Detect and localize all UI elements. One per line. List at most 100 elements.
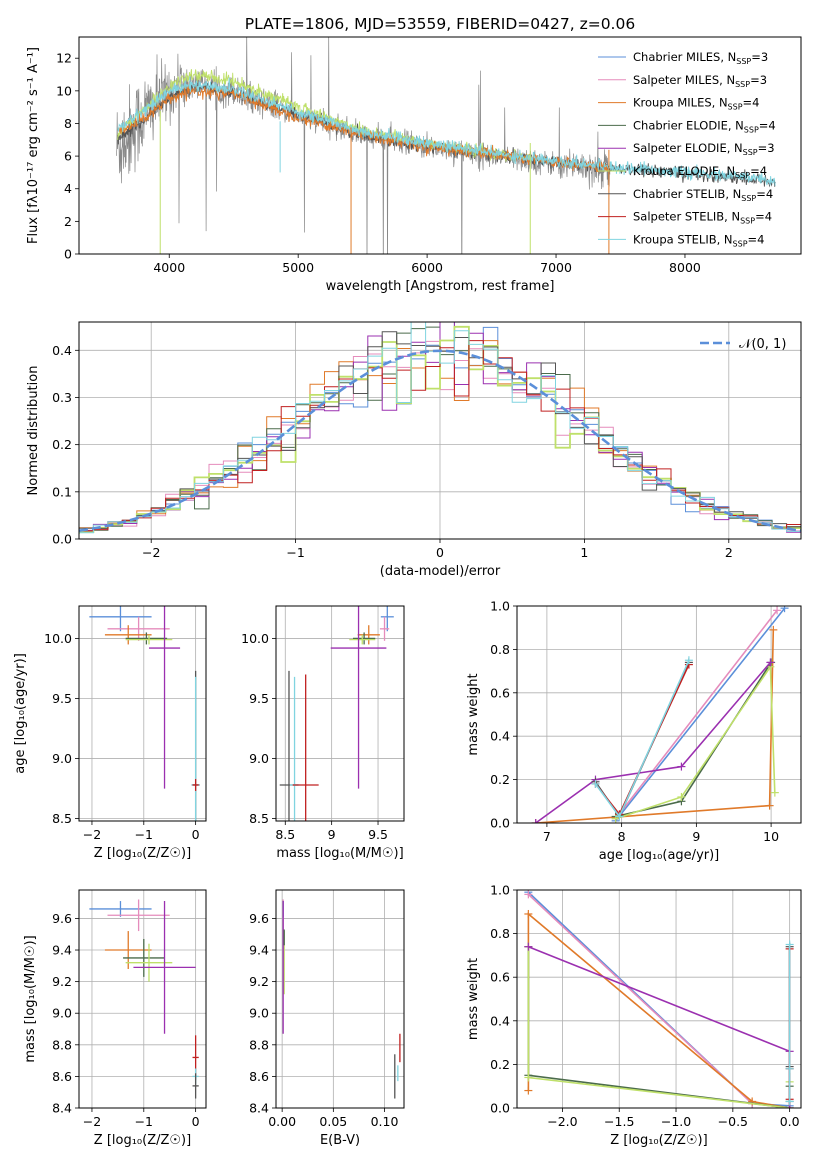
y-tick-label: 0.2 — [52, 437, 72, 452]
y-axis-label: mass weight — [466, 958, 481, 1040]
legend-subscript: SSP — [735, 80, 750, 89]
x-axis-label: Z [log₁₀(Z/Z☉)] — [94, 1133, 191, 1148]
y-tick-label: 10.0 — [241, 631, 269, 646]
y-tick-label: 0 — [64, 247, 72, 262]
figure-title: PLATE=1806, MJD=53559, FIBERID=0427, z=0… — [245, 15, 635, 33]
legend-subscript: SSP — [741, 194, 756, 203]
y-tick-label: 9.4 — [249, 943, 269, 958]
x-tick-label: 6000 — [411, 260, 443, 275]
axes-frame — [275, 889, 405, 1109]
data-spectrum — [116, 37, 611, 254]
y-axis-label: age [log₁₀(age/yr)] — [13, 653, 28, 774]
x-tick-label: −2 — [83, 1114, 101, 1129]
legend-label: Chabrier STELIB, NSSP=4 — [633, 187, 773, 203]
x-tick-label: 5000 — [282, 260, 314, 275]
weight-line — [615, 661, 772, 818]
y-tick-label: 10 — [56, 83, 72, 98]
y-tick-label: 8.5 — [249, 811, 269, 826]
legend-label: Chabrier ELODIE, NSSP=4 — [633, 118, 776, 134]
y-tick-label: 9.5 — [249, 691, 269, 706]
y-axis-label: mass weight — [466, 673, 481, 755]
legend-eq: =4 — [756, 187, 773, 201]
panel-mass-vs-EBV: 0.00 0.05 0.10 8.4 8.6 8.8 9.0 9.2 9.4 9.6 E(B-V) — [249, 889, 405, 1148]
x-tick-label: −2.0 — [547, 1114, 577, 1129]
weight-line — [615, 609, 778, 820]
y-tick-label: 12 — [56, 51, 72, 66]
x-tick-label: 1 — [580, 545, 588, 560]
y-tick-label: 8.6 — [249, 1069, 269, 1084]
y-tick-label: 0.4 — [490, 1013, 510, 1028]
x-tick-label: −1.0 — [661, 1114, 691, 1129]
y-tick-label: 9.5 — [52, 691, 72, 706]
x-axis-label: Z [log₁₀(Z/Z☉)] — [610, 1133, 707, 1148]
y-tick-label: 9.4 — [52, 943, 72, 958]
x-tick-label: 7000 — [540, 260, 572, 275]
x-tick-label: −2 — [83, 827, 101, 842]
legend-eq: =4 — [743, 96, 760, 110]
legend-eq: =3 — [750, 73, 767, 87]
y-tick-label: 0.2 — [490, 1057, 510, 1072]
plot-area — [89, 899, 199, 1099]
x-tick-label: 0.0 — [780, 1114, 800, 1129]
y-tick-label: 4 — [64, 181, 72, 196]
gaussian-curve — [79, 349, 801, 532]
y-tick-label: 8.8 — [249, 1037, 269, 1052]
legend-eq: =4 — [755, 210, 772, 224]
plot-area — [116, 37, 776, 254]
x-tick-label: 7 — [543, 829, 551, 844]
y-tick-label: 0.8 — [490, 926, 510, 941]
x-tick-label: 0 — [192, 827, 200, 842]
panel-age-vs-mass: 8.5 9 9.5 8.5 9.0 9.5 10.0 mass [log₁₀(M/M☉)] — [241, 605, 405, 861]
legend-label: 𝒩(0, 1) — [739, 337, 786, 352]
axes-frame — [78, 889, 207, 1109]
axes-frame — [78, 605, 207, 822]
plot-area — [282, 899, 401, 1099]
legend-subscript: SSP — [743, 148, 758, 157]
weight-line — [527, 912, 790, 1108]
x-tick-label: 8 — [618, 829, 626, 844]
legend-subscript: SSP — [744, 125, 759, 134]
legend-label: Kroupa MILES, NSSP=4 — [633, 96, 759, 112]
plot-area — [524, 890, 794, 1108]
panel-mass-vs-Z: −2 −1 0 8.4 8.6 8.8 9.0 9.2 9.4 9.6 Z [log₁₀(Z/Z☉)… — [23, 889, 207, 1148]
legend-subscript: SSP — [733, 239, 748, 248]
x-axis-label: wavelength [Angstrom, rest frame] — [326, 279, 555, 294]
legend-label: Kroupa STELIB, NSSP=4 — [633, 232, 764, 248]
y-tick-label: 1.0 — [490, 599, 510, 614]
y-tick-label: 9.2 — [52, 974, 72, 989]
weight-line — [535, 629, 775, 823]
legend: Chabrier MILES, NSSP=3 Salpeter MILES, NS… — [598, 50, 776, 248]
y-tick-label: 0.4 — [52, 343, 72, 358]
plot-area — [89, 606, 200, 821]
legend-eq: =4 — [759, 118, 776, 132]
y-tick-label: 10.0 — [44, 631, 72, 646]
weight-line — [615, 607, 786, 822]
x-tick-label: 9 — [692, 829, 700, 844]
model-spectrum — [117, 76, 776, 186]
axes-frame — [78, 321, 802, 540]
weight-line — [527, 946, 791, 1108]
y-tick-label: 0.3 — [52, 390, 72, 405]
y-axis-label: mass [log₁₀(M/M☉)] — [23, 935, 38, 1062]
legend-eq: =3 — [758, 141, 775, 155]
y-tick-label: 9.6 — [249, 911, 269, 926]
legend-subscript: SSP — [740, 217, 755, 226]
axes-frame — [516, 889, 802, 1109]
x-tick-label: 8.5 — [275, 827, 295, 842]
legend-eq: =3 — [751, 50, 768, 64]
y-tick-label: 8.4 — [249, 1101, 269, 1116]
legend-subscript: SSP — [728, 103, 743, 112]
panel-weight-vs-Z: −2.0 −1.5 −1.0 −0.5 0.0 0.0 0.2 0.4 0.6 0.8 1.0 Z [… — [466, 883, 802, 1148]
panel-age-vs-Z: −2 −1 0 8.5 9.0 9.5 10.0 Z [log₁₀(Z/Z☉)] age [lo… — [13, 605, 207, 861]
y-tick-label: 9.0 — [249, 751, 269, 766]
y-tick-label: 8.4 — [52, 1101, 72, 1116]
y-tick-label: 9.6 — [52, 911, 72, 926]
x-tick-label: 0.00 — [268, 1114, 296, 1129]
legend-label: Salpeter STELIB, NSSP=4 — [633, 210, 772, 226]
y-tick-label: 9.0 — [52, 1006, 72, 1021]
weight-line — [527, 946, 791, 1108]
plot-area — [79, 322, 801, 535]
x-tick-label: 0 — [192, 1114, 200, 1129]
x-axis-label: mass [log₁₀(M/M☉)] — [276, 846, 403, 861]
x-tick-label: 0.05 — [319, 1114, 347, 1129]
